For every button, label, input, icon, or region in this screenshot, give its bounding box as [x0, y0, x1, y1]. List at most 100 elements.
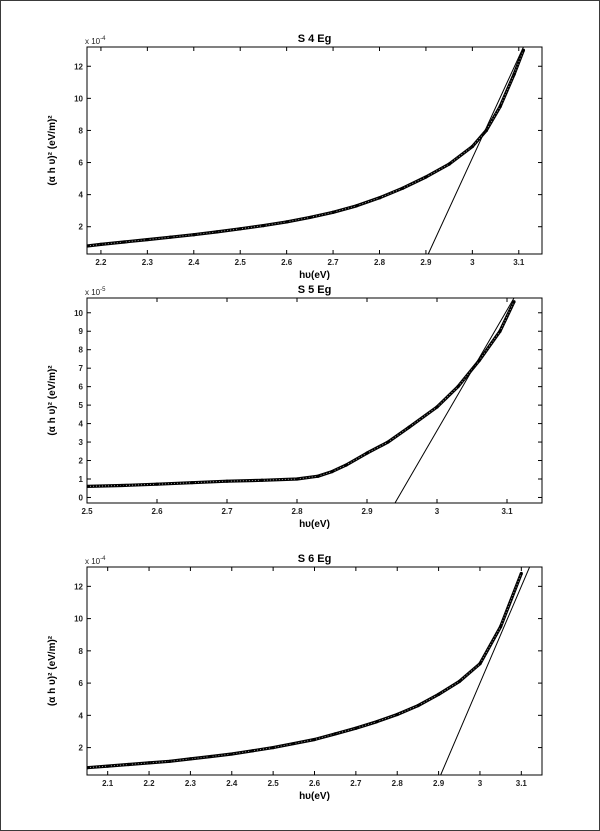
plot-area	[87, 47, 526, 254]
data-point	[147, 761, 151, 765]
tangent-fit-line	[427, 47, 524, 254]
x-tick-label: 2.9	[361, 507, 373, 516]
data-point	[401, 186, 405, 190]
y-exponent-value: -4	[100, 36, 106, 42]
y-tick-label: 1	[79, 475, 84, 484]
data-point	[436, 692, 441, 696]
x-tick-label: 2.8	[374, 258, 386, 267]
data-point	[312, 737, 317, 742]
data-point	[106, 764, 110, 768]
data-point	[377, 196, 382, 200]
data-point	[424, 175, 428, 179]
x-tick-label: 2.9	[420, 258, 432, 267]
data-point	[250, 749, 255, 753]
plot-area	[87, 567, 531, 775]
y-tick-label: 7	[79, 364, 84, 373]
data-point	[395, 712, 399, 717]
x-tick-label: 3	[478, 779, 483, 788]
x-tick-label: 2.8	[392, 779, 404, 788]
x-axis-label: hυ(eV)	[299, 519, 330, 530]
x-tick-label: 2.4	[226, 779, 238, 788]
data-curve-markers	[87, 301, 515, 487]
x-tick-label: 2.3	[185, 779, 197, 788]
data-point	[308, 215, 312, 220]
data-point	[365, 451, 369, 455]
data-point	[512, 72, 516, 76]
y-tick-label: 4	[79, 711, 84, 720]
tangent-fit-line	[440, 567, 531, 775]
data-point	[238, 227, 242, 231]
data-point	[344, 463, 348, 467]
data-point	[295, 477, 299, 481]
x-tick-label: 2.7	[221, 507, 233, 516]
data-point	[87, 766, 89, 770]
y-exponent-value: -5	[100, 287, 106, 293]
y-tick-label: 8	[79, 647, 84, 656]
x-tick-label: 2.6	[309, 779, 321, 788]
data-point	[209, 754, 213, 759]
data-curve-markers	[87, 50, 524, 247]
data-point	[498, 104, 502, 108]
y-exponent-label: x 10-5	[85, 287, 106, 297]
x-tick-label: 2.5	[81, 507, 93, 516]
x-axis-label: hυ(eV)	[299, 791, 330, 802]
x-tick-label: 3	[470, 258, 475, 267]
y-axis-label: (α h υ)² (eV/m)²	[47, 365, 58, 436]
data-point	[87, 484, 89, 488]
data-point	[331, 210, 335, 214]
data-point	[260, 478, 264, 482]
data-point	[499, 625, 503, 629]
data-point	[126, 762, 130, 767]
y-tick-label: 10	[74, 309, 83, 318]
data-point	[188, 757, 193, 761]
data-point	[519, 571, 523, 576]
data-point	[407, 425, 411, 429]
y-tick-label: 6	[79, 679, 84, 688]
x-tick-label: 2.2	[95, 258, 107, 267]
y-tick-label: 12	[74, 62, 83, 71]
data-point	[354, 204, 358, 208]
data-curve-markers	[87, 573, 522, 769]
data-point	[168, 759, 172, 763]
data-point	[374, 720, 379, 724]
x-tick-label: 3.1	[513, 258, 525, 267]
x-tick-label: 2.5	[235, 258, 247, 267]
y-exponent-label: x 10-4	[85, 556, 106, 566]
data-point	[261, 223, 266, 228]
plot-frame	[86, 297, 543, 504]
data-point	[120, 483, 124, 488]
x-tick-label: 2.1	[102, 779, 114, 788]
x-tick-label: 2.6	[151, 507, 163, 516]
y-tick-label: 10	[74, 615, 83, 624]
chart-title: S 6 Eg	[298, 553, 332, 565]
x-tick-label: 2.6	[281, 258, 293, 267]
y-tick-label: 5	[79, 401, 84, 410]
data-point	[99, 242, 103, 246]
y-tick-label: 4	[79, 191, 84, 200]
y-tick-label: 9	[79, 327, 84, 336]
data-point	[330, 470, 334, 474]
y-tick-label: 8	[79, 346, 84, 355]
data-point	[456, 385, 460, 389]
data-point	[292, 741, 296, 746]
x-tick-label: 2.9	[433, 779, 445, 788]
x-tick-label: 2.4	[188, 258, 200, 267]
y-exponent-value: -4	[100, 556, 106, 562]
data-point	[316, 474, 320, 478]
chart-panel-3: S 6 Eg x 10-4 2.1 2.2 2.3 2.4 2.5 2.6 2.7 2.8 2.9 3…	[47, 553, 543, 802]
data-point	[122, 240, 126, 244]
chart-panel-2: S 5 Eg x 10-5 2.5 2.6 2.7 2.8 2.9 3 3.1 0 1 2 3 4 5 6 7 8…	[47, 284, 543, 530]
x-tick-label: 2.3	[142, 258, 154, 267]
x-tick-label: 2.5	[268, 779, 280, 788]
data-point	[271, 745, 275, 750]
chart-title: S 5 Eg	[298, 284, 332, 296]
data-point	[168, 235, 173, 239]
data-point	[87, 244, 89, 248]
data-point	[192, 233, 196, 237]
data-point	[225, 479, 229, 483]
data-point	[435, 405, 439, 409]
x-tick-label: 2.7	[328, 258, 340, 267]
x-tick-label: 2.2	[143, 779, 155, 788]
chart-panel-1: S 4 Eg x 10-4 2.2 2.3 2.4 2.5 2.6 2.7 2.8 2.9 3 3.1…	[47, 33, 543, 281]
x-axis-label: hυ(eV)	[299, 270, 330, 281]
